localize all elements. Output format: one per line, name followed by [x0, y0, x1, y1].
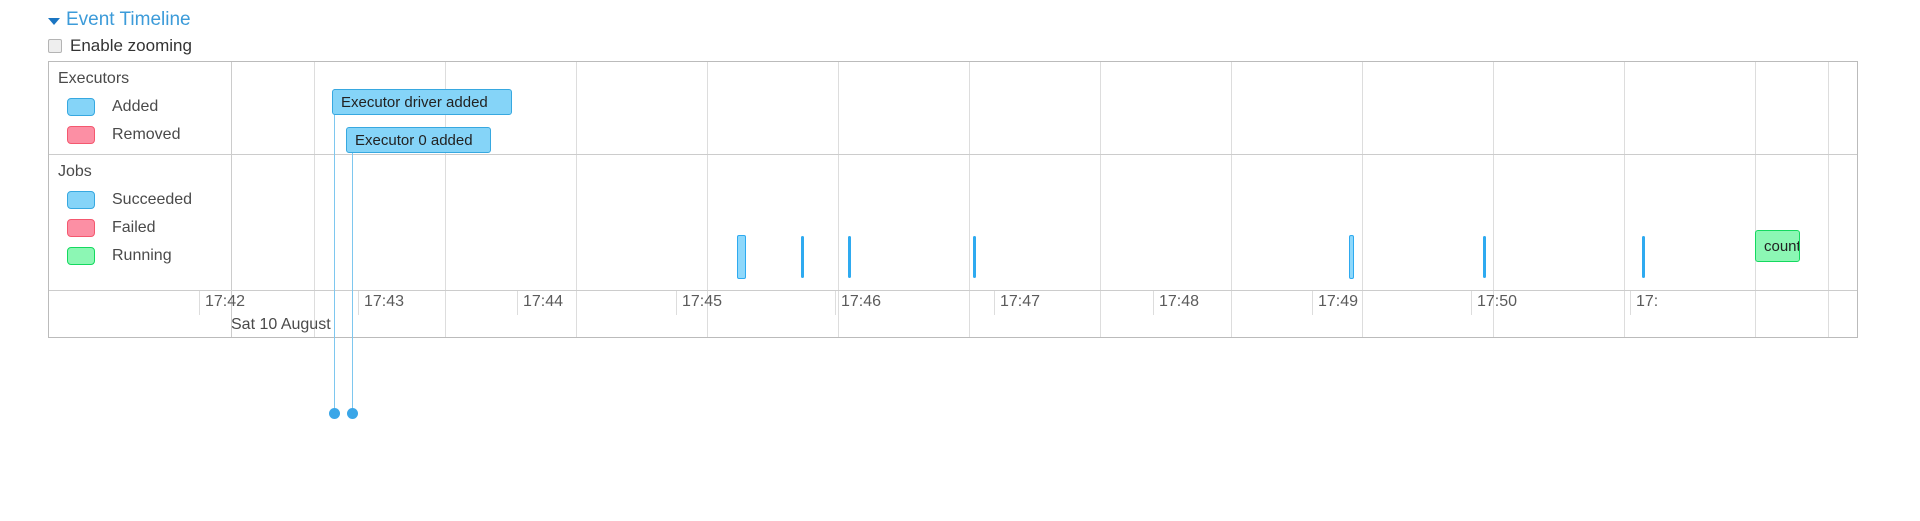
- axis-tick-line: [835, 291, 836, 315]
- legend-label-added: Added: [112, 98, 159, 115]
- job-event-item[interactable]: [973, 236, 976, 278]
- caret-down-icon: [48, 17, 60, 25]
- job-event-item[interactable]: [1483, 236, 1486, 278]
- axis-tick-label: 17:48: [1159, 293, 1200, 310]
- event-timeline-chart[interactable]: Executors Added Removed Jobs Succeeded F…: [48, 61, 1858, 419]
- swatch-removed: [67, 126, 95, 144]
- axis-tick-label: 17:46: [841, 293, 882, 310]
- axis-date-label: Sat 10 August: [231, 316, 331, 333]
- axis-tick-line: [517, 291, 518, 315]
- group-jobs: Jobs Succeeded Failed Running: [49, 155, 1857, 290]
- job-event-item[interactable]: [848, 236, 851, 278]
- legend-item-added: Added: [58, 93, 231, 121]
- event-leader-line: [334, 89, 335, 413]
- enable-zooming-checkbox[interactable]: [48, 39, 62, 53]
- axis-tick-line: [358, 291, 359, 315]
- axis-tick-label: 17:: [1636, 293, 1659, 310]
- swatch-added: [67, 98, 95, 116]
- job-event-item[interactable]: count: [1755, 230, 1800, 262]
- axis-tick-label: 17:44: [523, 293, 564, 310]
- enable-zooming-label: Enable zooming: [70, 36, 192, 55]
- legend-item-running: Running: [58, 242, 231, 270]
- event-leader-line: [352, 127, 353, 413]
- enable-zooming-row[interactable]: Enable zooming: [48, 36, 192, 56]
- job-event-item[interactable]: [1349, 235, 1354, 279]
- swatch-running: [67, 247, 95, 265]
- group-divider: [49, 154, 1857, 155]
- group-jobs-title: Jobs: [58, 163, 92, 180]
- axis-tick-line: [676, 291, 677, 315]
- group-jobs-legend: Jobs Succeeded Failed Running: [49, 155, 231, 290]
- axis-tick-label: 17:47: [1000, 293, 1041, 310]
- legend-label-succeeded: Succeeded: [112, 191, 193, 208]
- job-event-item[interactable]: [801, 236, 804, 278]
- axis-tick-line: [1471, 291, 1472, 315]
- axis-tick-label: 17:43: [364, 293, 405, 310]
- axis-tick-line: [199, 291, 200, 315]
- group-executors: Executors Added Removed: [49, 62, 1857, 154]
- legend-item-failed: Failed: [58, 214, 231, 242]
- time-axis: 17:42 17:43 17:44 17:45 17:46 17:47 17:48 17:49…: [49, 291, 1857, 338]
- axis-tick-line: [1312, 291, 1313, 315]
- job-event-item[interactable]: [1642, 236, 1645, 278]
- axis-tick-label: 17:45: [682, 293, 723, 310]
- swatch-failed: [67, 219, 95, 237]
- event-marker-dot[interactable]: [329, 408, 340, 419]
- legend-label-running: Running: [112, 247, 172, 264]
- axis-tick-label: 17:50: [1477, 293, 1518, 310]
- group-executors-legend: Executors Added Removed: [49, 62, 231, 154]
- job-event-item[interactable]: [737, 235, 746, 279]
- axis-tick-line: [1630, 291, 1631, 315]
- legend-label-failed: Failed: [112, 219, 156, 236]
- axis-divider: [49, 290, 1857, 291]
- swatch-succeeded: [67, 191, 95, 209]
- axis-tick-label: 17:42: [205, 293, 246, 310]
- legend-item-succeeded: Succeeded: [58, 186, 231, 214]
- executor-event-item[interactable]: Executor 0 added: [346, 127, 491, 153]
- page-title: Event Timeline: [66, 9, 191, 30]
- event-timeline-toggle[interactable]: Event Timeline: [48, 10, 191, 30]
- executor-event-item[interactable]: Executor driver added: [332, 89, 512, 115]
- axis-tick-label: 17:49: [1318, 293, 1359, 310]
- axis-tick-line: [1153, 291, 1154, 315]
- group-executors-title: Executors: [58, 70, 130, 87]
- legend-item-removed: Removed: [58, 121, 231, 149]
- legend-label-removed: Removed: [112, 126, 181, 143]
- axis-tick-line: [994, 291, 995, 315]
- event-marker-dot[interactable]: [347, 408, 358, 419]
